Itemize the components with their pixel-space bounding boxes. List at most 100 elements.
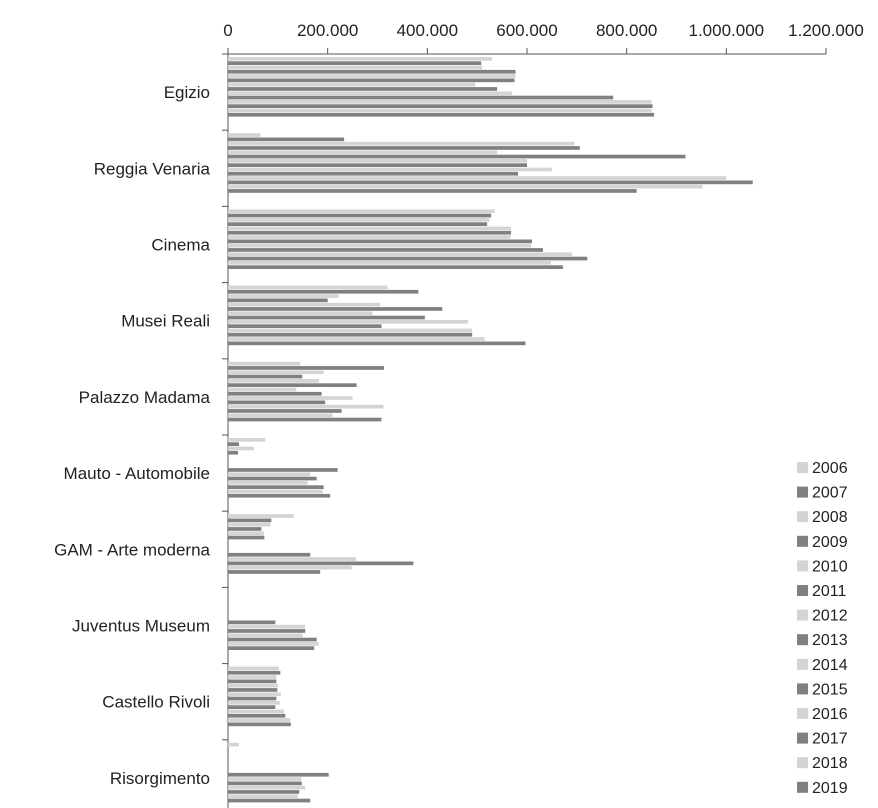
bar <box>228 417 382 422</box>
bar <box>228 184 703 189</box>
bar <box>228 527 262 531</box>
bar <box>228 472 311 477</box>
legend-swatch <box>797 462 808 473</box>
bar <box>228 328 473 333</box>
bar <box>228 400 326 405</box>
legend-swatch <box>797 560 808 572</box>
bar <box>228 522 271 527</box>
bar <box>228 213 492 218</box>
bar <box>228 701 280 705</box>
legend-label: 2017 <box>812 731 848 748</box>
bar <box>228 82 476 87</box>
category-label: Mauto - Automobile <box>64 464 210 483</box>
bar <box>228 315 425 320</box>
legend-label: 2013 <box>812 632 848 649</box>
legend-swatch <box>797 708 808 719</box>
bar <box>228 141 575 146</box>
bar <box>228 387 297 392</box>
bar <box>228 777 302 781</box>
bar <box>228 307 443 311</box>
bar <box>228 163 527 167</box>
bar <box>228 633 303 638</box>
bar <box>228 794 298 799</box>
bar <box>228 679 277 684</box>
bar <box>228 298 328 303</box>
bar <box>228 798 311 803</box>
bar <box>228 692 281 697</box>
bar <box>228 391 322 396</box>
bar <box>228 570 321 574</box>
bar <box>228 557 357 561</box>
bar <box>228 642 319 646</box>
bar <box>228 383 357 387</box>
bar <box>228 137 345 142</box>
bar <box>228 222 488 226</box>
legend-swatch <box>797 609 808 621</box>
bar <box>228 230 512 235</box>
legend-label: 2019 <box>812 780 848 797</box>
category-label: Reggia Venaria <box>94 159 211 178</box>
x-tick-label: 600.000 <box>496 21 557 40</box>
bar <box>228 320 469 324</box>
x-tick-label: 0 <box>223 21 232 40</box>
bar <box>228 366 384 370</box>
bar <box>228 781 302 786</box>
bar <box>228 666 279 671</box>
bar <box>228 713 286 718</box>
bars <box>228 57 753 803</box>
bar <box>228 683 278 688</box>
bar <box>228 294 339 298</box>
bar <box>228 396 353 400</box>
bar <box>228 379 320 383</box>
category-label: Castello Rivoli <box>102 693 210 712</box>
bar <box>228 95 614 100</box>
category-label: Juventus Museum <box>72 617 210 636</box>
bar <box>228 302 380 307</box>
bar <box>228 696 277 701</box>
legend-label: 2016 <box>812 706 848 723</box>
category-label: Risorgimento <box>110 769 210 788</box>
bar <box>228 637 317 642</box>
x-axis: 0 200.000 400.000 600.000 800.000 1.000.000 1.… <box>223 21 864 55</box>
category-label: GAM - Arte moderna <box>54 540 210 559</box>
bar <box>228 561 414 566</box>
bar <box>228 438 266 442</box>
bar <box>228 261 551 265</box>
bar <box>228 100 652 104</box>
bar <box>228 265 563 269</box>
bar <box>228 518 272 523</box>
bar <box>228 218 490 222</box>
legend-swatch <box>797 658 808 670</box>
legend-swatch <box>797 634 808 646</box>
legend-swatch <box>797 781 808 793</box>
bar <box>228 150 498 155</box>
bar <box>228 531 264 536</box>
bar <box>228 688 278 692</box>
bar <box>228 785 306 790</box>
bar <box>228 442 239 446</box>
bar <box>228 78 515 83</box>
category-label: Musei Reali <box>121 312 210 331</box>
bar <box>228 171 519 176</box>
bar <box>228 624 306 629</box>
legend-label: 2008 <box>812 509 848 526</box>
bar <box>228 468 338 472</box>
legend-label: 2011 <box>812 583 847 600</box>
bar <box>228 514 294 518</box>
bar <box>228 790 300 794</box>
bar <box>228 450 238 455</box>
legend-label: 2007 <box>812 485 848 502</box>
bar <box>228 180 753 185</box>
bar <box>228 239 532 244</box>
bar <box>228 620 276 625</box>
bar <box>228 248 543 252</box>
bar <box>228 235 511 239</box>
bar <box>228 133 261 137</box>
bar <box>228 409 342 413</box>
legend-swatch <box>797 585 808 596</box>
x-tick-label: 800.000 <box>596 21 657 40</box>
bar <box>228 341 526 346</box>
bar <box>228 670 281 675</box>
bar <box>228 489 323 494</box>
bar <box>228 370 324 375</box>
